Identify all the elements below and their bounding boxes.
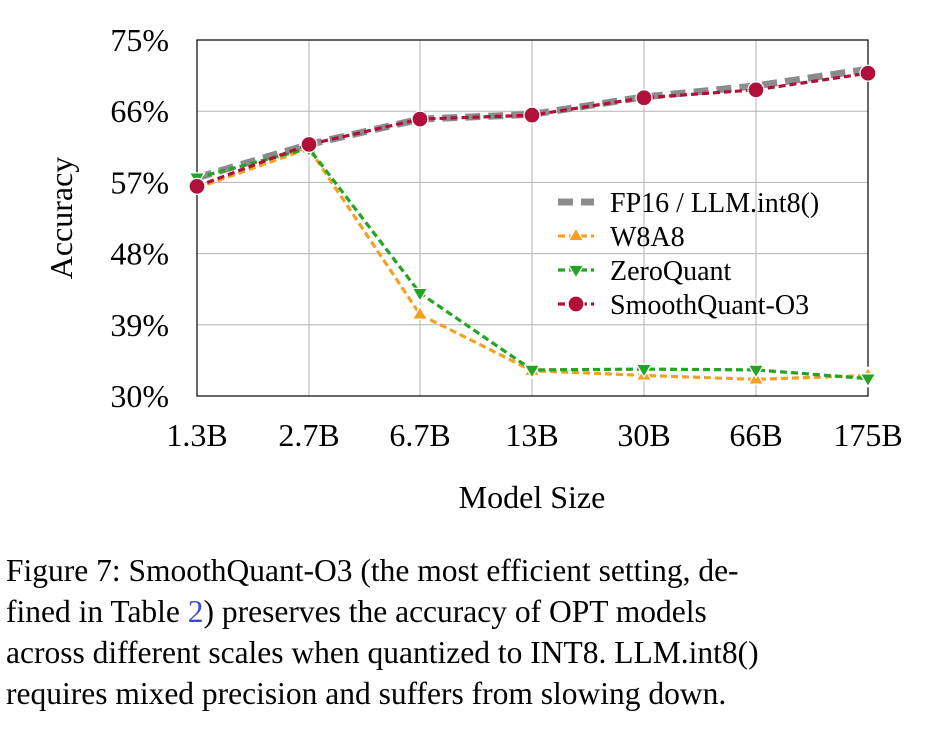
x-tick-label: 6.7B [389,417,450,453]
data-point-smoothquant-o3 [523,106,541,124]
caption-line-3: across different scales when quantized t… [6,635,759,670]
caption-text: ) preserves the accuracy of OPT models [203,594,707,629]
caption-line-4: requires mixed precision and suffers fro… [6,676,727,711]
data-point-zeroquant [859,373,877,388]
legend-marker [567,226,585,242]
legend-marker [567,264,585,280]
legend-label: ZeroQuant [610,256,732,287]
data-point-w8a8 [411,305,429,320]
data-point-smoothquant-o3 [188,177,206,196]
data-point-zeroquant [523,364,541,380]
x-tick-label: 66B [729,417,782,453]
caption-line-1: Figure 7: SmoothQuant-O3 (the most effic… [6,553,739,588]
data-point-smoothquant-o3 [411,110,429,128]
data-point-zeroquant [747,364,765,380]
data-point-smoothquant-o3 [300,135,318,154]
legend: FP16 / LLM.int8()W8A8ZeroQuantSmoothQuan… [558,188,819,321]
y-tick-label: 30% [110,378,169,414]
y-tick-label: 75% [110,22,169,58]
figure-caption: Figure 7: SmoothQuant-O3 (the most effic… [6,550,946,714]
y-tick-label: 57% [110,164,169,200]
x-tick-label: 13B [505,417,558,453]
data-series [188,64,877,388]
legend-marker [567,295,585,313]
x-tick-label: 2.7B [278,417,339,453]
legend-label: SmoothQuant-O3 [610,290,809,321]
data-point-smoothquant-o3 [635,89,653,107]
y-tick-label: 39% [110,307,169,343]
y-tick-label: 48% [110,236,169,272]
x-tick-label: 30B [617,417,670,453]
table-reference-link[interactable]: 2 [187,594,204,629]
x-axis-ticks: 1.3B 2.7B 6.7B 13B 30B 66B 175B [166,417,902,453]
caption-text: fined in Table [6,594,188,629]
caption-line-2: fined in Table 2) preserves the accuracy… [6,591,946,632]
y-tick-label: 66% [110,93,169,129]
data-point-zeroquant [411,287,429,303]
accuracy-line-chart: 30% 39% 48% 57% 66% 75% 1.3B 2.7B 6.7B 13B 30B 66B… [43,22,903,515]
x-axis-label: Model Size [459,479,606,515]
x-tick-label: 175B [833,417,902,453]
data-point-smoothquant-o3 [747,81,765,99]
y-axis-label: Accuracy [43,157,79,280]
data-point-zeroquant [635,363,653,379]
plot-frame [196,39,869,397]
y-axis-ticks: 30% 39% 48% 57% 66% 75% [110,22,169,414]
data-point-smoothquant-o3 [859,64,877,82]
x-tick-label: 1.3B [166,417,227,453]
legend-label: FP16 / LLM.int8() [610,188,819,219]
legend-label: W8A8 [610,222,685,253]
